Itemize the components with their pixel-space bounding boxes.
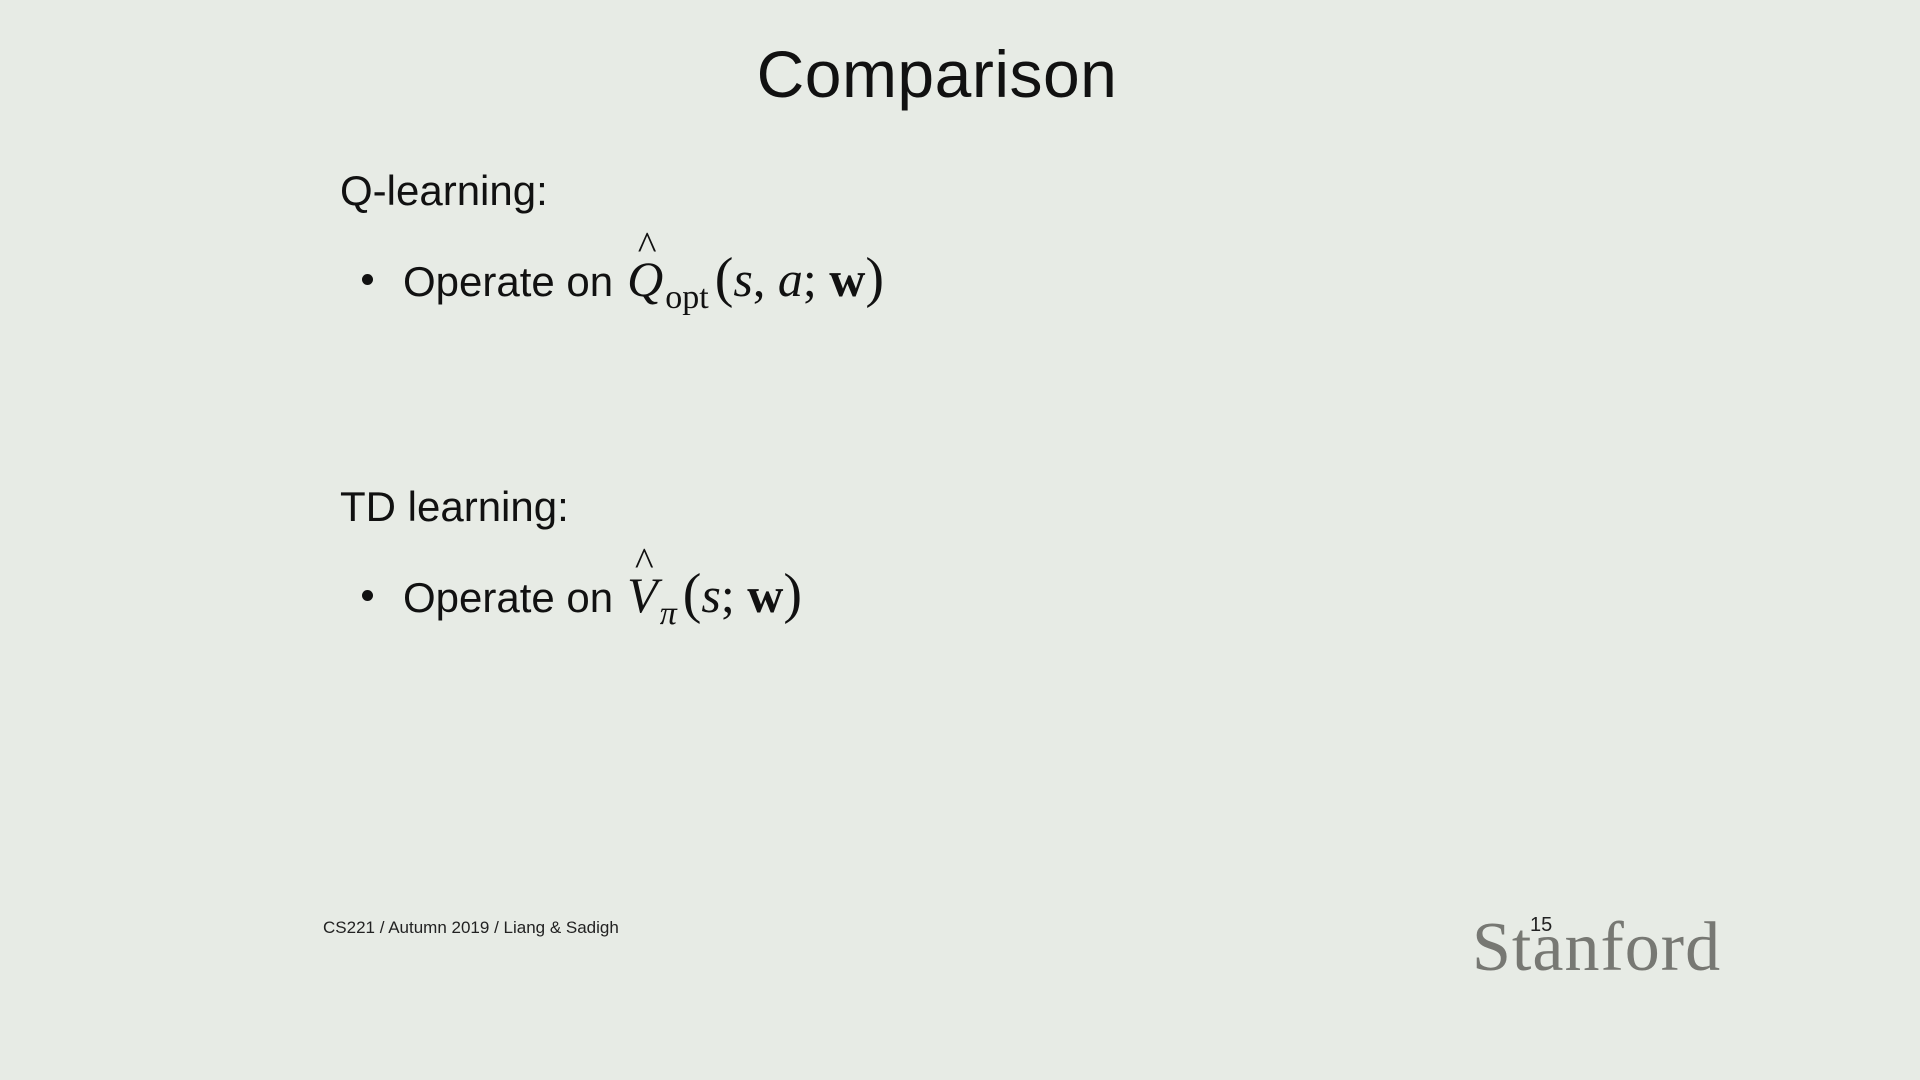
math-close-paren: ) [865,247,885,309]
bullet-dot-icon [362,590,373,601]
hat-accent: ^ [637,223,657,268]
math-subscript: opt [665,279,709,316]
math-open-paren: ( [682,563,702,625]
math-arg: s [701,567,721,623]
math-bold-arg: w [829,251,866,307]
math-symbol: V [627,567,658,623]
math-close-paren: ) [783,563,803,625]
bullet-text: Operate on [403,258,614,305]
math-separator: , [752,251,778,307]
hat-accent: ^ [634,539,654,584]
section-heading-q-learning: Q-learning: [340,167,548,214]
bullet-td-learning: Operate on ^ V π ( s ; w ) [362,542,803,633]
bullet-text: Operate on [403,574,614,621]
math-symbol: Q [627,251,664,307]
math-open-paren: ( [714,247,734,309]
slide-title: Comparison [756,37,1118,111]
bullet-q-learning: Operate on ^ Q opt ( s , a ; w ) [362,226,885,317]
math-symbol-q-hat: ^ Q [627,226,664,308]
bullet-dot-icon [362,274,373,285]
math-subscript: π [659,595,677,632]
math-arg: a [777,251,803,307]
section-heading-td-learning: TD learning: [340,483,569,530]
math-symbol-v-hat: ^ V [627,542,658,624]
stanford-logo: Stanford [1472,909,1722,986]
slide-footer: CS221 / Autumn 2019 / Liang & Sadigh [323,918,619,937]
math-arg: s [733,251,753,307]
math-bold-arg: w [747,567,784,623]
math-q-opt: ^ Q opt ( s , a ; w ) [627,226,885,317]
math-separator: ; [802,251,830,307]
page-number: 15 [1530,914,1553,936]
math-v-pi: ^ V π ( s ; w ) [627,542,803,633]
math-separator: ; [720,567,748,623]
